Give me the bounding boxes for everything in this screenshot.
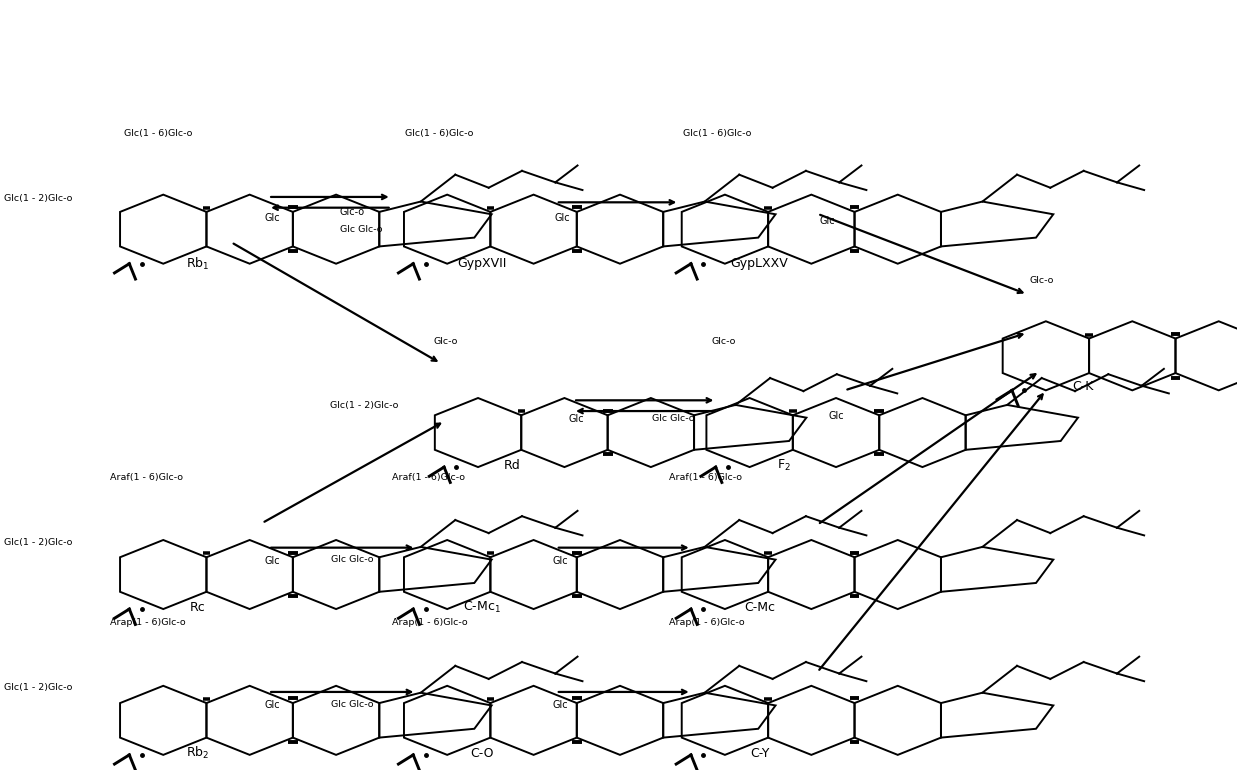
Text: Glc-o: Glc-o (1030, 276, 1054, 285)
Text: Rd: Rd (505, 459, 521, 472)
Text: Glc: Glc (264, 213, 280, 223)
Text: Glc: Glc (553, 700, 569, 710)
Text: Glc Glc-o: Glc Glc-o (331, 555, 373, 564)
Text: Glc(1 - 2)Glc-o: Glc(1 - 2)Glc-o (4, 194, 72, 203)
Text: Glc(1 - 2)Glc-o: Glc(1 - 2)Glc-o (4, 538, 72, 547)
Text: Rb$_2$: Rb$_2$ (186, 745, 210, 761)
Text: Glc-o: Glc-o (712, 338, 735, 346)
Text: C-Y: C-Y (750, 747, 769, 760)
Text: Glc-o: Glc-o (340, 206, 365, 216)
Text: C-Mc$_1$: C-Mc$_1$ (463, 600, 501, 615)
Text: Glc: Glc (264, 556, 280, 566)
Text: Glc Glc-o: Glc Glc-o (652, 414, 694, 424)
Text: Glc(1 - 6)Glc-o: Glc(1 - 6)Glc-o (683, 129, 751, 138)
Text: GypXVII: GypXVII (458, 257, 506, 271)
Text: Glc: Glc (820, 216, 836, 226)
Text: Arap(1 - 6)Glc-o: Arap(1 - 6)Glc-o (110, 618, 186, 627)
Text: Glc: Glc (264, 700, 280, 710)
Text: GypLXXV: GypLXXV (730, 257, 789, 271)
Text: Arap(1 - 6)Glc-o: Arap(1 - 6)Glc-o (392, 618, 467, 627)
Text: Glc(1 - 2)Glc-o: Glc(1 - 2)Glc-o (330, 401, 398, 410)
Text: Araf(1 - 6)Glc-o: Araf(1 - 6)Glc-o (110, 472, 184, 482)
Text: Rc: Rc (190, 601, 206, 614)
Text: Glc: Glc (828, 410, 844, 421)
Text: Glc-o: Glc-o (434, 338, 458, 346)
Text: Glc: Glc (569, 414, 584, 424)
Text: Glc(1 - 6)Glc-o: Glc(1 - 6)Glc-o (405, 129, 474, 138)
Text: Glc: Glc (554, 213, 570, 223)
Text: Glc(1 - 6)Glc-o: Glc(1 - 6)Glc-o (124, 129, 192, 138)
Text: Arap(1 - 6)Glc-o: Arap(1 - 6)Glc-o (670, 618, 745, 627)
Text: F$_2$: F$_2$ (777, 458, 791, 473)
Text: Araf(1 - 6)Glc-o: Araf(1 - 6)Glc-o (670, 472, 743, 482)
Text: Glc: Glc (553, 556, 569, 566)
Text: Glc Glc-o: Glc Glc-o (340, 225, 382, 233)
Text: Glc Glc-o: Glc Glc-o (331, 700, 373, 709)
Text: Araf(1 - 6)Glc-o: Araf(1 - 6)Glc-o (392, 472, 465, 482)
Text: C-Mc: C-Mc (744, 601, 775, 614)
Text: Glc(1 - 2)Glc-o: Glc(1 - 2)Glc-o (4, 683, 72, 692)
Text: Rb$_1$: Rb$_1$ (186, 256, 210, 272)
Text: C-K: C-K (1073, 380, 1094, 393)
Text: C-O: C-O (470, 747, 494, 760)
